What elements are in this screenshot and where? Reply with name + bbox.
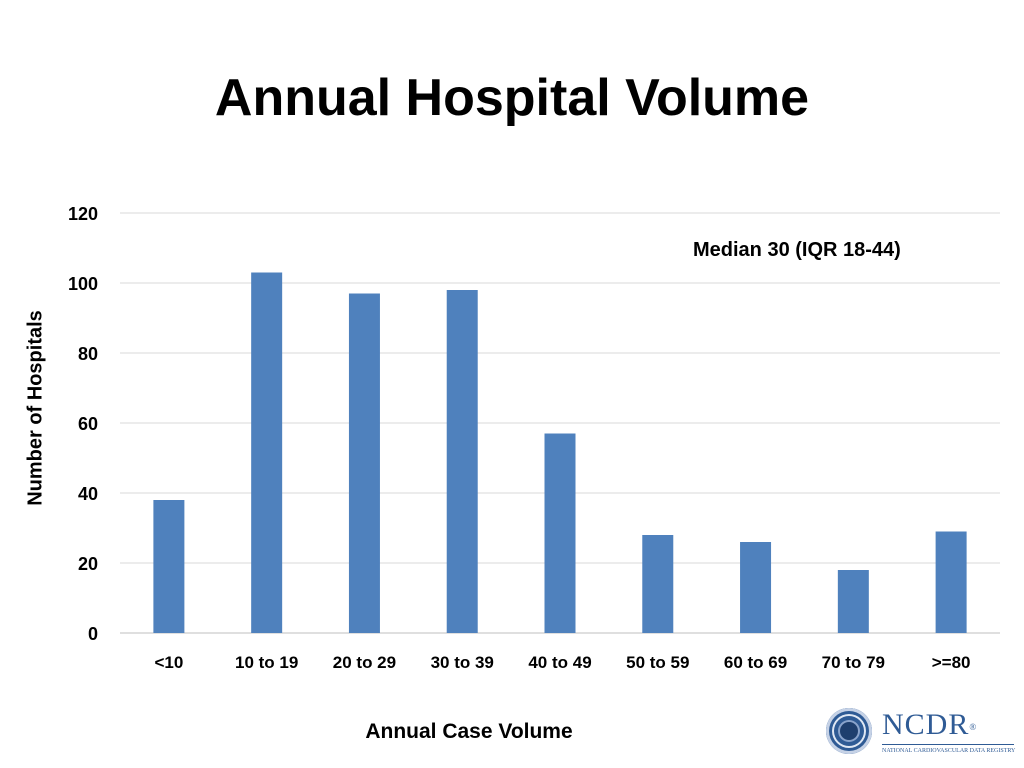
bar xyxy=(348,293,380,633)
y-tick-label: 20 xyxy=(78,554,98,574)
page-title: Annual Hospital Volume xyxy=(214,69,810,127)
acc-seal-icon xyxy=(826,708,872,754)
x-tick-label: >=80 xyxy=(932,653,971,672)
logo-name: NCDR® xyxy=(882,710,977,740)
logo-divider xyxy=(882,744,1014,745)
x-tick-label: 60 to 69 xyxy=(724,653,787,672)
bar xyxy=(153,500,185,633)
y-tick-label: 120 xyxy=(68,204,98,224)
ncdr-logo: NCDR® NATIONAL CARDIOVASCULAR DATA REGIS… xyxy=(822,706,1018,760)
y-tick-label: 0 xyxy=(88,624,98,644)
y-tick-label: 60 xyxy=(78,414,98,434)
x-tick-label: 40 to 49 xyxy=(528,653,591,672)
x-tick-label: <10 xyxy=(154,653,183,672)
bar xyxy=(642,535,674,633)
y-axis-label: Number of Hospitals xyxy=(24,310,47,506)
x-axis-label: Annual Case Volume xyxy=(365,720,573,743)
bar xyxy=(251,272,283,633)
x-tick-label: 10 to 19 xyxy=(235,653,298,672)
x-tick-label: 30 to 39 xyxy=(431,653,494,672)
bar xyxy=(935,531,967,633)
median-annotation: Median 30 (IQR 18-44) xyxy=(693,239,901,261)
registered-mark: ® xyxy=(969,722,978,732)
x-tick-label: 20 to 29 xyxy=(333,653,396,672)
bar xyxy=(740,542,772,633)
bar xyxy=(446,290,478,633)
x-tick-label: 50 to 59 xyxy=(626,653,689,672)
logo-subtitle: NATIONAL CARDIOVASCULAR DATA REGISTRY xyxy=(882,748,1016,754)
y-tick-label: 100 xyxy=(68,274,98,294)
bar xyxy=(544,433,576,633)
y-tick-label: 80 xyxy=(78,344,98,364)
bar xyxy=(837,570,869,633)
x-tick-label: 70 to 79 xyxy=(822,653,885,672)
logo-name-text: NCDR xyxy=(882,708,970,741)
y-tick-label: 40 xyxy=(78,484,98,504)
